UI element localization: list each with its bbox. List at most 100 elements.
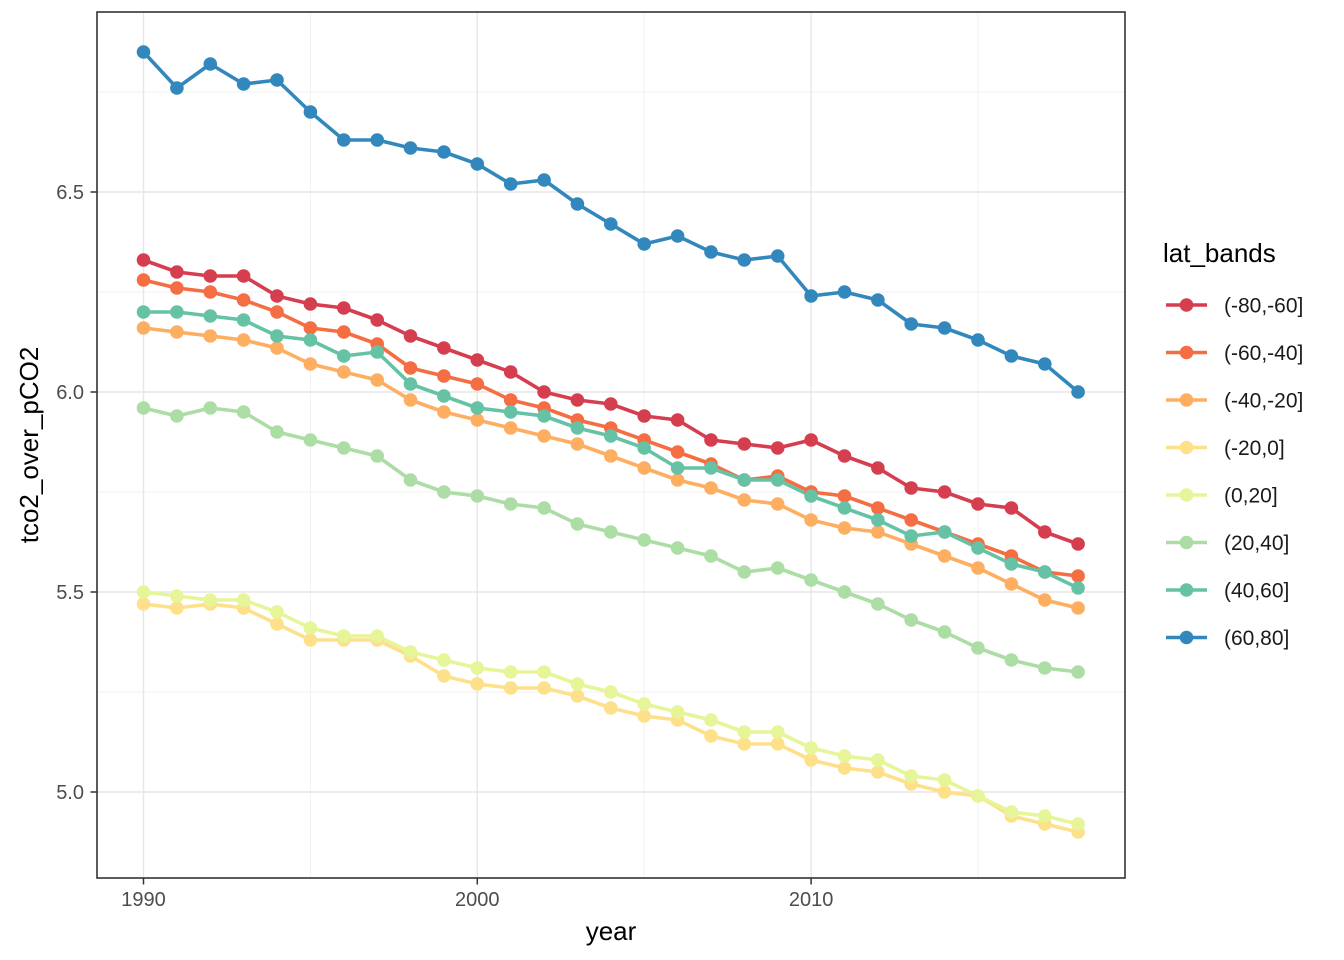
data-point [370,449,385,463]
data-point [604,449,618,463]
data-point [971,561,985,575]
data-point [303,333,318,347]
data-point [837,449,852,463]
data-point [871,461,885,475]
data-point [604,217,618,231]
data-point [236,77,251,91]
data-point [470,401,485,415]
data-point [937,485,952,499]
data-point [670,473,685,487]
data-point [503,665,518,679]
data-point [570,437,585,451]
data-point [1004,557,1019,571]
data-point [1004,501,1019,515]
data-point [403,377,418,391]
data-point [971,497,985,511]
data-point [170,281,184,295]
data-point [136,321,151,335]
data-point [470,489,485,503]
data-point [203,269,218,283]
data-point [1004,805,1019,819]
data-point [737,493,752,507]
data-point [1038,661,1052,675]
data-point [871,525,885,539]
data-point [136,585,151,599]
data-point [871,293,885,307]
data-point [303,433,318,447]
data-point [503,393,518,407]
data-point [437,405,451,419]
series-points-5 [136,401,1085,679]
data-point [604,701,618,715]
data-point [570,393,585,407]
data-point [437,145,451,159]
legend-key-point [1179,583,1194,597]
data-point [403,141,418,155]
data-point [503,365,518,379]
data-point [170,81,184,95]
x-tick-label: 2000 [455,889,500,911]
data-point [503,405,518,419]
data-point [270,605,284,619]
legend-entry: (60,80] [1166,627,1289,650]
data-point [337,365,351,379]
data-point [937,549,952,563]
data-point [904,613,918,627]
data-point [937,321,952,335]
panel-background [97,12,1125,878]
data-point [203,309,218,323]
legend-label: (60,80] [1224,627,1289,650]
legend-entry: (-60,-40] [1166,342,1303,365]
y-tick-label: 5.0 [56,782,84,804]
data-point [303,357,318,371]
data-point [370,313,385,327]
data-point [537,501,551,515]
data-point [604,429,618,443]
data-point [637,709,651,723]
data-point [971,789,985,803]
data-point [537,665,551,679]
data-point [1071,537,1085,551]
data-point [403,393,418,407]
data-point [1071,385,1085,399]
data-point [971,641,985,655]
data-point [570,197,585,211]
data-point [637,533,651,547]
data-point [637,409,651,423]
data-point [570,517,585,531]
data-point [503,421,518,435]
data-point [1038,525,1052,539]
data-point [437,485,451,499]
data-point [570,421,585,435]
data-point [203,329,218,343]
data-point [704,481,718,495]
data-point [470,677,485,691]
y-axis-title: tco2_over_pCO2 [14,347,44,544]
legend-key-point [1179,535,1194,550]
data-point [804,513,818,527]
data-point [270,425,284,439]
data-point [704,245,718,259]
data-point [403,473,418,487]
y-tick-label: 6.0 [56,382,84,404]
data-point [704,729,718,743]
legend-key-point [1179,345,1194,360]
data-point [770,725,785,739]
data-point [704,549,718,563]
data-point [337,629,351,643]
data-point [370,373,385,387]
data-point [670,541,685,555]
data-point [270,341,284,355]
data-point [337,325,351,339]
data-point [670,445,685,459]
data-point [236,313,251,327]
data-point [337,301,351,315]
legend-label: (0,20] [1224,485,1278,508]
data-point [437,669,451,683]
series-points-4 [136,585,1085,831]
data-point [503,177,518,191]
legend-key-point [1179,298,1194,312]
legend-entry: (0,20] [1166,485,1278,508]
data-point [1004,349,1019,363]
data-point [303,321,318,335]
